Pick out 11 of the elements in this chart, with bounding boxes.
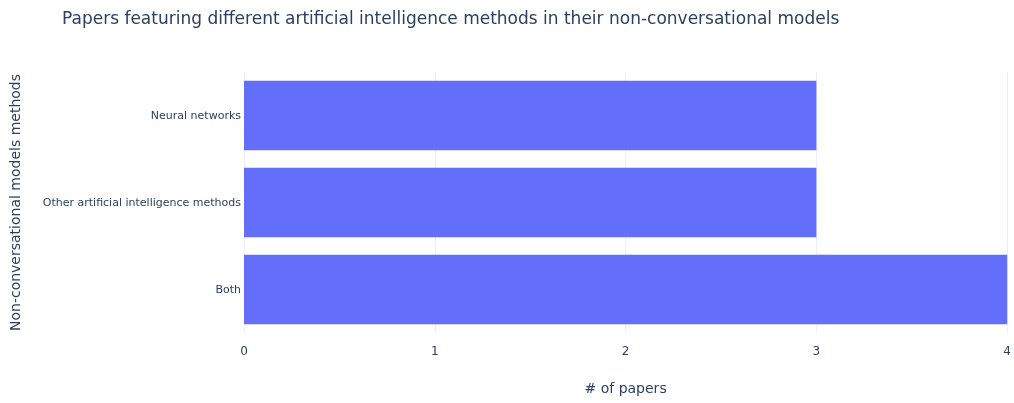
x-tick-label: 3 bbox=[812, 344, 821, 358]
y-tick-label: Other artificial intelligence methods bbox=[42, 196, 242, 209]
y-axis-title: Non-conversational models methods bbox=[7, 73, 23, 332]
x-tick-label: 0 bbox=[240, 344, 248, 358]
y-tick-label: Neural networks bbox=[150, 109, 242, 122]
x-axis-title: # of papers bbox=[584, 380, 667, 396]
x-tick-label: 1 bbox=[430, 344, 439, 358]
y-tick-label: Both bbox=[215, 283, 242, 296]
x-tick-label: 2 bbox=[621, 344, 630, 358]
x-tick-label: 4 bbox=[1003, 344, 1011, 358]
chart-title: Papers featuring different artificial intelligence methods in their non-conversational models bbox=[62, 7, 840, 28]
